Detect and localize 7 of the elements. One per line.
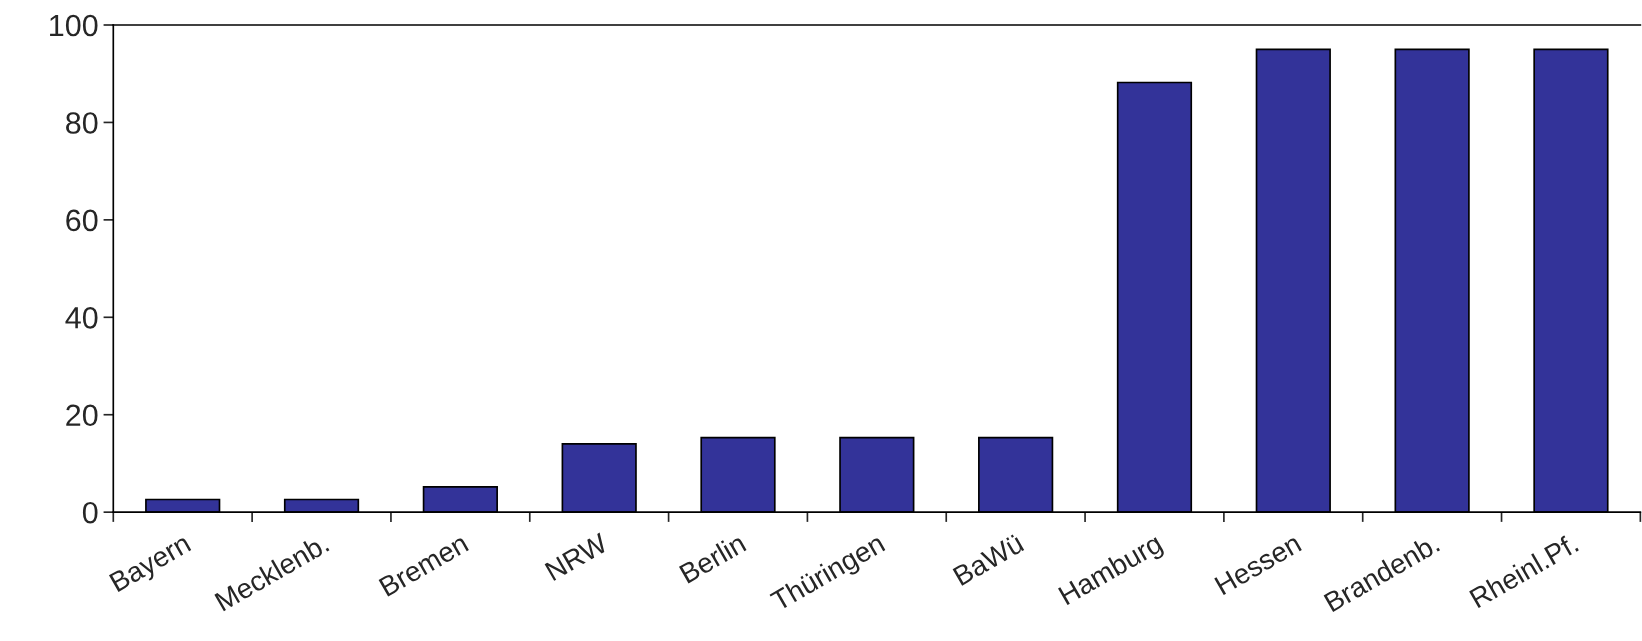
y-tick-label: 40: [65, 307, 98, 329]
y-tick-label: 60: [66, 209, 98, 232]
y-tick-label: 20: [66, 404, 98, 427]
y-tick-label: 0: [82, 501, 98, 524]
y-tick-label: 100: [50, 14, 98, 37]
y-tick-label: 80: [66, 112, 98, 134]
x-tick-label: Berlin: [678, 532, 747, 584]
